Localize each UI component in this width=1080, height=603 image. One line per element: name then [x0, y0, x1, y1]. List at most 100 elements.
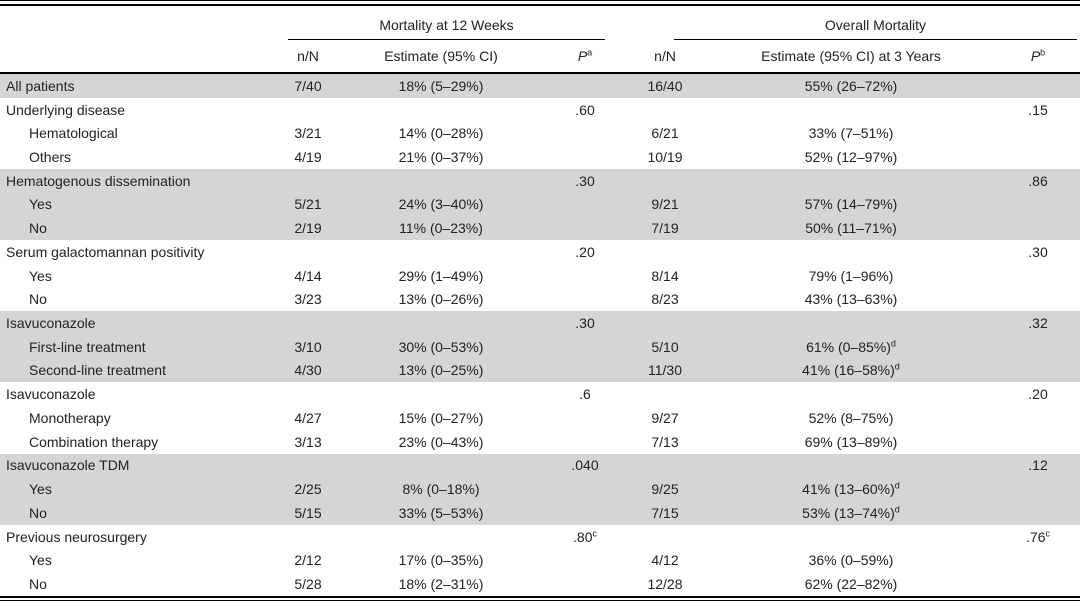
cell-nn-12w: 4/27: [294, 409, 322, 426]
cell-estimate-12w: 18% (5–29%): [398, 77, 484, 94]
table-row: First-line treatment 3/10 30% (0–53%) 5/10 6…: [0, 334, 1080, 359]
cell-p-12w: .60: [575, 101, 595, 118]
cell-estimate-overall: 50% (11–71%): [805, 220, 897, 237]
cell-p-overall: .12: [1028, 457, 1048, 474]
cell-p-12w: .6: [579, 386, 591, 403]
footnote-marker: d: [894, 480, 900, 491]
spanner-mortality-12-weeks: Mortality at 12 Weeks: [280, 6, 624, 40]
cell-nn-12w: 3/21: [294, 125, 322, 142]
colhead-nn-overall: n/N: [654, 48, 676, 64]
cell-nn-overall: 16/40: [647, 77, 683, 94]
cell-nn-12w: 7/40: [294, 77, 322, 94]
row-label: No: [29, 291, 47, 308]
cell-nn-12w: 5/21: [294, 196, 322, 213]
cell-estimate-overall: 69% (13–89%): [804, 433, 898, 450]
footnote-marker: d: [894, 504, 900, 515]
cell-p-overall: .20: [1028, 386, 1048, 403]
table-row: Isavuconazole TDM .040 .12: [0, 453, 1080, 478]
colhead-estimate-overall: Estimate (95% CI) at 3 Years: [761, 48, 941, 64]
cell-estimate-overall: 36% (0–59%): [808, 552, 894, 569]
row-label: Previous neurosurgery: [6, 528, 147, 545]
row-label: Combination therapy: [29, 433, 159, 450]
p-a-label: P: [577, 48, 588, 64]
cell-p-12w: .20: [575, 243, 595, 260]
cell-estimate-overall: 41% (13–60%)d: [802, 480, 900, 498]
cell-nn-12w: 4/30: [294, 362, 322, 379]
table-row: Yes 2/25 8% (0–18%) 9/25 41% (13–60%)d: [0, 477, 1080, 501]
cell-nn-overall: 5/10: [651, 338, 679, 355]
cell-p-overall: .32: [1028, 315, 1048, 332]
cell-nn-overall: 8/23: [651, 291, 679, 308]
p-a-superscript: a: [587, 47, 593, 58]
cell-p-overall: .86: [1028, 172, 1048, 189]
bottom-double-rule: [0, 596, 1080, 601]
cell-nn-overall: 7/13: [651, 433, 679, 450]
table-row: Isavuconazole .6 .20: [0, 382, 1080, 406]
cell-estimate-12w: 23% (0–43%): [398, 433, 484, 450]
cell-nn-overall: 9/27: [651, 409, 679, 426]
cell-estimate-12w: 13% (0–25%): [398, 362, 484, 379]
table-row: Yes 2/12 17% (0–35%) 4/12 36% (0–59%): [0, 548, 1080, 572]
colhead-p-overall: Pb: [996, 48, 1080, 64]
row-label: Serum galactomannan positivity: [6, 243, 205, 260]
cell-nn-overall: 10/19: [647, 149, 683, 166]
cell-p-12w: .30: [575, 172, 595, 189]
spanner-spacer: [0, 6, 280, 40]
row-label: Others: [29, 149, 72, 166]
cell-nn-12w: 3/23: [294, 291, 322, 308]
cell-estimate-overall: 52% (12–97%): [804, 149, 898, 166]
cell-estimate-12w: 11% (0–23%): [399, 220, 483, 237]
cell-estimate-overall: 55% (26–72%): [804, 77, 898, 94]
cell-estimate-overall: 79% (1–96%): [808, 267, 894, 284]
top-double-rule: [0, 0, 1080, 6]
table-row: Monotherapy 4/27 15% (0–27%) 9/27 52% (8–75%…: [0, 406, 1080, 430]
table-row: Combination therapy 3/13 23% (0–43%) 7/13 69…: [0, 430, 1080, 454]
spanner-label-overall: Overall Mortality: [824, 17, 927, 33]
cell-estimate-12w: 24% (3–40%): [398, 196, 484, 213]
cell-estimate-12w: 30% (0–53%): [398, 338, 484, 355]
row-label: Isavuconazole TDM: [6, 457, 130, 474]
cell-estimate-overall: 33% (7–51%): [808, 125, 894, 142]
cell-p-12w: .80c: [573, 527, 597, 545]
cell-estimate-12w: 13% (0–26%): [398, 291, 484, 308]
cell-estimate-overall: 52% (8–75%): [808, 409, 894, 426]
footnote-marker: d: [890, 338, 896, 349]
cell-estimate-12w: 17% (0–35%): [398, 552, 484, 569]
spanner-header-row: Mortality at 12 Weeks Overall Mortality: [0, 6, 1080, 40]
row-label: Yes: [29, 196, 52, 213]
cell-estimate-overall: 41% (16–58%)d: [802, 361, 900, 379]
table-row: Underlying disease .60 .15: [0, 98, 1080, 122]
table-row: Hematogenous dissemination .30 .86: [0, 168, 1080, 193]
footnote-marker: c: [1045, 527, 1050, 538]
table-row: Yes 5/21 24% (3–40%) 9/21 57% (14–79%): [0, 192, 1080, 217]
row-label: All patients: [6, 77, 75, 94]
cell-nn-12w: 2/19: [294, 220, 322, 237]
cell-estimate-12w: 33% (5–53%): [398, 504, 484, 521]
cell-estimate-12w: 29% (1–49%): [398, 267, 484, 284]
cell-nn-overall: 12/28: [647, 575, 683, 592]
footnote-marker: c: [592, 527, 597, 538]
table-row: Second-line treatment 4/30 13% (0–25%) 11/3…: [0, 358, 1080, 383]
cell-nn-overall: 11/30: [648, 362, 682, 379]
row-label: Yes: [29, 481, 52, 498]
table-row: No 2/19 11% (0–23%) 7/19 50% (11–71%): [0, 216, 1080, 241]
cell-p-overall: .76c: [1026, 527, 1050, 545]
cell-nn-12w: 4/14: [294, 267, 322, 284]
table-body: All patients 7/40 18% (5–29%) 16/40 55% (26–…: [0, 74, 1080, 596]
cell-estimate-overall: 62% (22–82%): [804, 575, 898, 592]
spanner-underline: Overall Mortality: [674, 17, 1077, 40]
cell-p-12w: .040: [571, 457, 599, 474]
row-label: Isavuconazole: [6, 386, 96, 403]
cell-nn-12w: 5/15: [294, 504, 322, 521]
cell-nn-12w: 3/13: [294, 433, 322, 450]
row-label: Yes: [29, 552, 52, 569]
table-row: No 5/28 18% (2–31%) 12/28 62% (22–82%): [0, 572, 1080, 596]
table-row: Previous neurosurgery .80c .76c: [0, 525, 1080, 549]
row-label: First-line treatment: [29, 338, 146, 355]
colhead-estimate-12w: Estimate (95% CI): [384, 48, 498, 64]
cell-nn-12w: 2/25: [294, 481, 322, 498]
cell-estimate-12w: 21% (0–37%): [398, 149, 484, 166]
cell-estimate-overall: 43% (13–63%): [804, 291, 898, 308]
cell-p-overall: .30: [1028, 243, 1048, 260]
